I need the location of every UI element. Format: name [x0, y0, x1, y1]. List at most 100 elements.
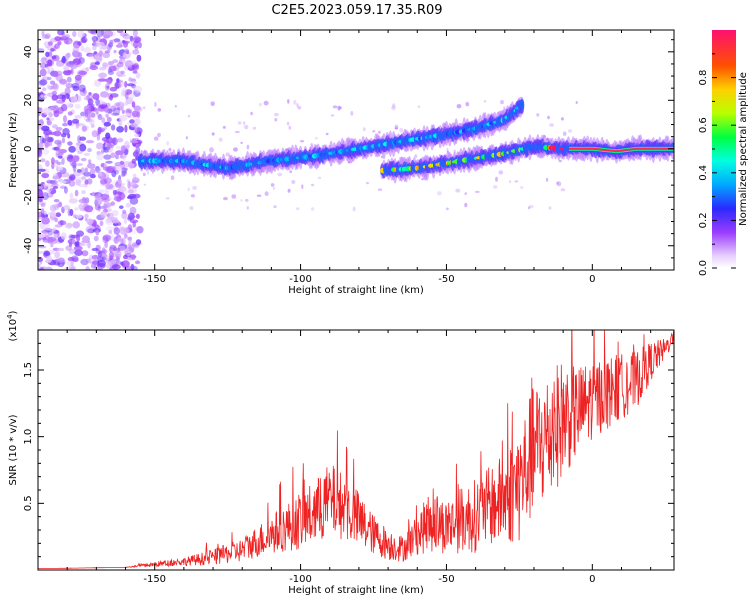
- x-tick-label: 0: [589, 274, 595, 285]
- noise-blob: [73, 245, 83, 251]
- noise-blob: [100, 91, 109, 98]
- noise-blob: [72, 85, 80, 92]
- noise-blob: [40, 208, 45, 216]
- noise-blob: [108, 61, 114, 66]
- noise-blob: [124, 81, 128, 88]
- noise-blob: [325, 132, 329, 136]
- noise-blob: [53, 130, 62, 137]
- noise-blob: [547, 115, 550, 120]
- noise-blob: [98, 72, 107, 79]
- noise-blob: [76, 123, 85, 127]
- noise-blob: [85, 266, 90, 270]
- noise-blob: [38, 267, 45, 270]
- strong-band: [648, 147, 652, 150]
- strong-band: [611, 149, 615, 152]
- noise-blob: [110, 105, 117, 112]
- noise-blob: [38, 147, 42, 155]
- noise-blob: [85, 140, 95, 144]
- noise-blob: [87, 98, 94, 106]
- noise-blob: [546, 177, 549, 182]
- noise-blob: [272, 186, 275, 190]
- noise-blob: [126, 144, 130, 149]
- noise-blob: [66, 260, 74, 267]
- noise-blob: [86, 52, 94, 57]
- noise-blob: [41, 229, 50, 234]
- noise-blob: [549, 123, 555, 127]
- noise-blob: [84, 167, 88, 173]
- noise-blob: [61, 31, 65, 37]
- noise-blob: [136, 226, 144, 234]
- noise-blob: [106, 254, 110, 261]
- noise-blob: [98, 189, 105, 194]
- noise-blob: [87, 228, 94, 234]
- noise-blob: [74, 189, 79, 197]
- noise-blob: [122, 153, 126, 161]
- noise-blob: [366, 182, 369, 185]
- colorbar-label: Normalized spectral amplitude: [738, 72, 749, 226]
- noise-blob: [69, 62, 78, 69]
- noise-blob: [558, 159, 562, 163]
- colorbar-tick-label: 0.4: [698, 165, 709, 181]
- noise-blob: [47, 236, 57, 242]
- noise-blob: [242, 121, 246, 125]
- noise-blob: [123, 40, 129, 48]
- noise-blob: [209, 147, 214, 153]
- strong-band: [634, 148, 637, 150]
- strong-band: [569, 147, 572, 150]
- noise-blob: [117, 179, 122, 185]
- noise-blob: [147, 170, 150, 175]
- noise-blob: [245, 198, 249, 202]
- strong-band: [571, 147, 574, 150]
- noise-blob: [107, 197, 112, 201]
- noise-blob: [286, 121, 290, 126]
- noise-blob: [103, 154, 112, 160]
- noise-blob: [39, 79, 48, 86]
- noise-blob: [106, 85, 110, 89]
- noise-blob: [62, 122, 68, 127]
- noise-blob: [142, 106, 146, 110]
- noise-blob: [95, 165, 101, 174]
- noise-blob: [126, 195, 134, 200]
- noise-blob: [154, 101, 157, 107]
- noise-blob: [91, 254, 99, 260]
- noise-blob: [244, 124, 249, 130]
- noise-blob: [118, 79, 124, 88]
- strong-band: [632, 148, 635, 151]
- noise-blob: [273, 205, 277, 209]
- noise-blob: [102, 234, 112, 242]
- noise-blob: [75, 179, 82, 186]
- noise-blob: [291, 179, 296, 185]
- noise-blob: [124, 92, 129, 100]
- noise-blob: [289, 170, 293, 174]
- noise-blob: [67, 133, 71, 139]
- noise-blob: [79, 243, 88, 247]
- noise-blob: [117, 137, 124, 143]
- noise-blob: [91, 93, 99, 100]
- noise-blob: [84, 205, 94, 213]
- noise-blob: [132, 60, 137, 66]
- noise-blob: [153, 136, 159, 141]
- noise-blob: [63, 115, 67, 123]
- noise-blob: [63, 205, 71, 210]
- strong-band: [587, 147, 590, 150]
- noise-blob: [421, 178, 424, 181]
- noise-blob: [246, 144, 250, 150]
- noise-blob: [124, 233, 128, 239]
- noise-blob: [223, 197, 228, 201]
- noise-blob: [60, 232, 67, 240]
- noise-blob: [42, 226, 50, 231]
- noise-blob: [53, 233, 58, 238]
- noise-blob: [75, 214, 83, 219]
- noise-blob: [111, 219, 120, 224]
- noise-blob: [135, 213, 140, 219]
- noise-blob: [132, 173, 137, 179]
- noise-blob: [104, 50, 111, 54]
- noise-blob: [132, 193, 141, 199]
- noise-blob: [110, 258, 118, 264]
- strong-band: [577, 147, 580, 150]
- colorbar: 0.0 0.2 0.4 0.6 0.8 Normalized spectral ampl…: [698, 30, 749, 276]
- noise-blob: [106, 116, 112, 123]
- noise-blob: [48, 112, 53, 118]
- noise-blob: [95, 109, 99, 115]
- strong-band: [581, 147, 584, 150]
